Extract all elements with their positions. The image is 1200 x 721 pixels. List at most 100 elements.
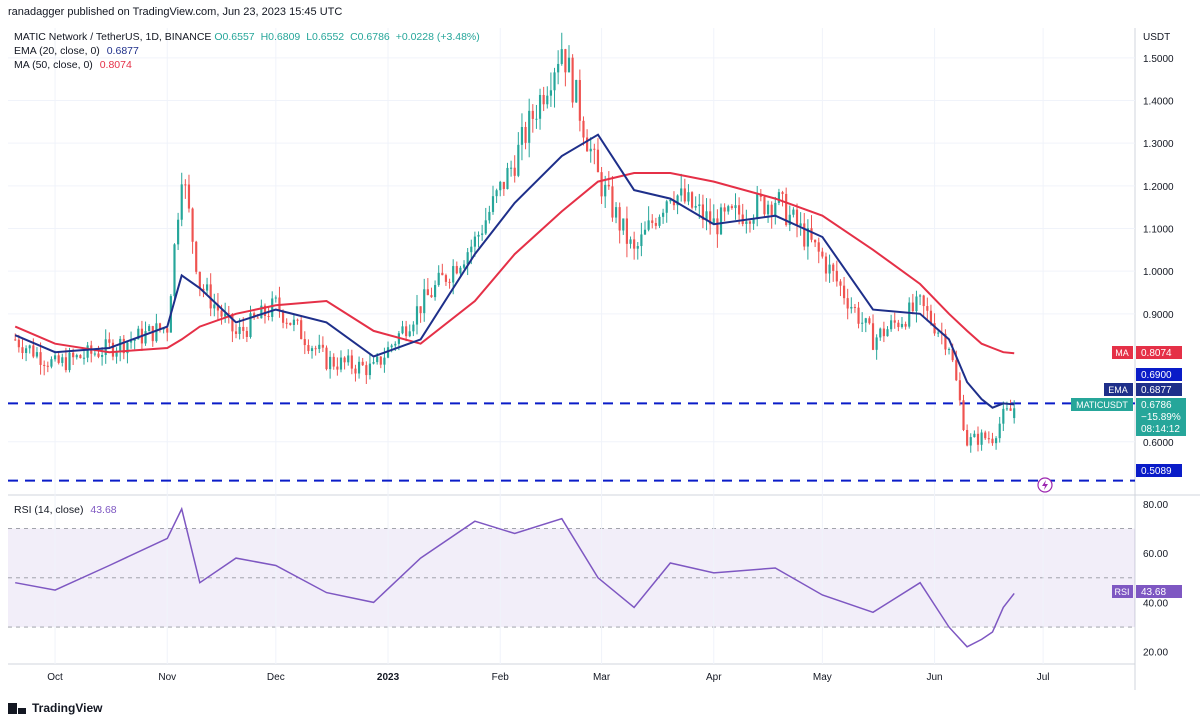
candle-body <box>701 204 705 220</box>
ohlc-values: O0.6557 H0.6809 L0.6552 C0.6786 +0.0228 … <box>214 31 482 43</box>
candle-body <box>510 167 513 169</box>
candle-body <box>593 148 596 150</box>
candle-body <box>716 218 719 235</box>
tradingview-brand: TradingView <box>32 701 103 715</box>
candle-body <box>745 221 748 224</box>
open-value: O0.6557 <box>214 31 255 43</box>
candle-body <box>426 289 429 296</box>
candle-body <box>897 322 900 328</box>
candle-body <box>158 323 162 330</box>
rsi-legend-value: 43.68 <box>90 504 117 516</box>
candle-body <box>423 289 426 314</box>
candle-body <box>947 349 951 351</box>
ma50-line <box>14 172 1015 355</box>
candle-body <box>636 246 639 249</box>
candle-body <box>973 433 976 438</box>
candle-body <box>886 329 889 337</box>
level-low-tag: 0.5089 <box>1136 464 1182 477</box>
candle-body <box>473 236 476 247</box>
candle-body <box>470 246 473 253</box>
svg-text:08:14:12: 08:14:12 <box>1141 424 1180 435</box>
candle-body <box>379 356 382 365</box>
candle-body <box>748 221 752 224</box>
candle-body <box>220 310 223 317</box>
price-pane[interactable] <box>8 28 1135 493</box>
candle-body <box>690 192 694 208</box>
candle-body <box>205 284 209 291</box>
lightning-event-icon[interactable] <box>1037 477 1053 493</box>
candle-body <box>231 313 234 332</box>
candle-body <box>719 207 723 235</box>
candle-body <box>683 188 686 202</box>
price-tick-label: 1.2000 <box>1143 182 1174 193</box>
candle-body <box>307 345 310 352</box>
publish-info: ranadagger published on TradingView.com,… <box>8 6 343 18</box>
candle-body <box>491 196 495 212</box>
candle-body <box>517 144 520 176</box>
candle-body <box>101 355 104 357</box>
candle-body <box>405 326 408 337</box>
candle-body <box>980 432 983 445</box>
candle-body <box>180 184 183 220</box>
candle-body <box>868 318 871 324</box>
candle-body <box>846 298 849 309</box>
candle-body <box>712 218 715 225</box>
rsi-pane[interactable] <box>8 499 1135 664</box>
candle-body <box>625 218 628 244</box>
candle-body <box>672 199 676 206</box>
candle-body <box>546 95 549 105</box>
horizontal-levels <box>8 402 1135 482</box>
candle-body <box>589 148 592 152</box>
candle-body <box>79 355 82 359</box>
candle-body <box>459 267 462 274</box>
tradingview-logo[interactable]: TradingView <box>8 701 102 715</box>
candle-body <box>82 357 86 359</box>
candle-body <box>249 313 252 337</box>
candle-body <box>694 206 697 208</box>
candle-body <box>97 353 100 357</box>
candle-body <box>915 296 918 312</box>
candle-body <box>705 211 708 220</box>
symbol-title: MATIC Network / TetherUS, 1D, BINANCE <box>14 31 212 43</box>
candle-body <box>777 192 781 203</box>
candle-body <box>64 357 67 371</box>
candle-body <box>571 57 574 103</box>
candle-body <box>538 94 542 119</box>
candle-body <box>832 264 835 271</box>
candle-body <box>227 313 230 315</box>
candle-body <box>633 239 636 249</box>
candle-body <box>614 207 618 218</box>
candle-body <box>998 423 1001 439</box>
candle-body <box>137 328 140 340</box>
candle-body <box>46 365 49 367</box>
candle-body <box>1013 408 1016 419</box>
candle-body <box>600 172 603 197</box>
candle-body <box>647 220 650 230</box>
candle-body <box>792 209 795 215</box>
candle-body <box>253 313 256 318</box>
candle-body <box>357 361 361 374</box>
candle-body <box>329 356 332 370</box>
candle-body <box>853 306 857 308</box>
candle-body <box>318 344 321 350</box>
candle-body <box>296 319 299 321</box>
candle-body <box>368 363 372 376</box>
candle-body <box>267 315 270 317</box>
svg-text:0.6877: 0.6877 <box>1141 385 1172 396</box>
candle-body <box>520 127 524 145</box>
ma-legend: MA (50, close, 0) 0.8074 <box>14 59 132 71</box>
candle-body <box>734 205 737 209</box>
candle-body <box>586 137 589 152</box>
candle-body <box>372 362 375 364</box>
candle-body <box>788 214 791 225</box>
price-tick-label: 0.9000 <box>1143 310 1174 321</box>
candle-body <box>361 361 364 366</box>
candle-body <box>260 305 263 319</box>
candle-body <box>542 94 545 105</box>
candle-body <box>658 216 661 226</box>
candle-body <box>564 49 567 73</box>
candle-body <box>281 311 285 323</box>
candle-body <box>994 438 998 444</box>
candle-body <box>962 400 965 430</box>
